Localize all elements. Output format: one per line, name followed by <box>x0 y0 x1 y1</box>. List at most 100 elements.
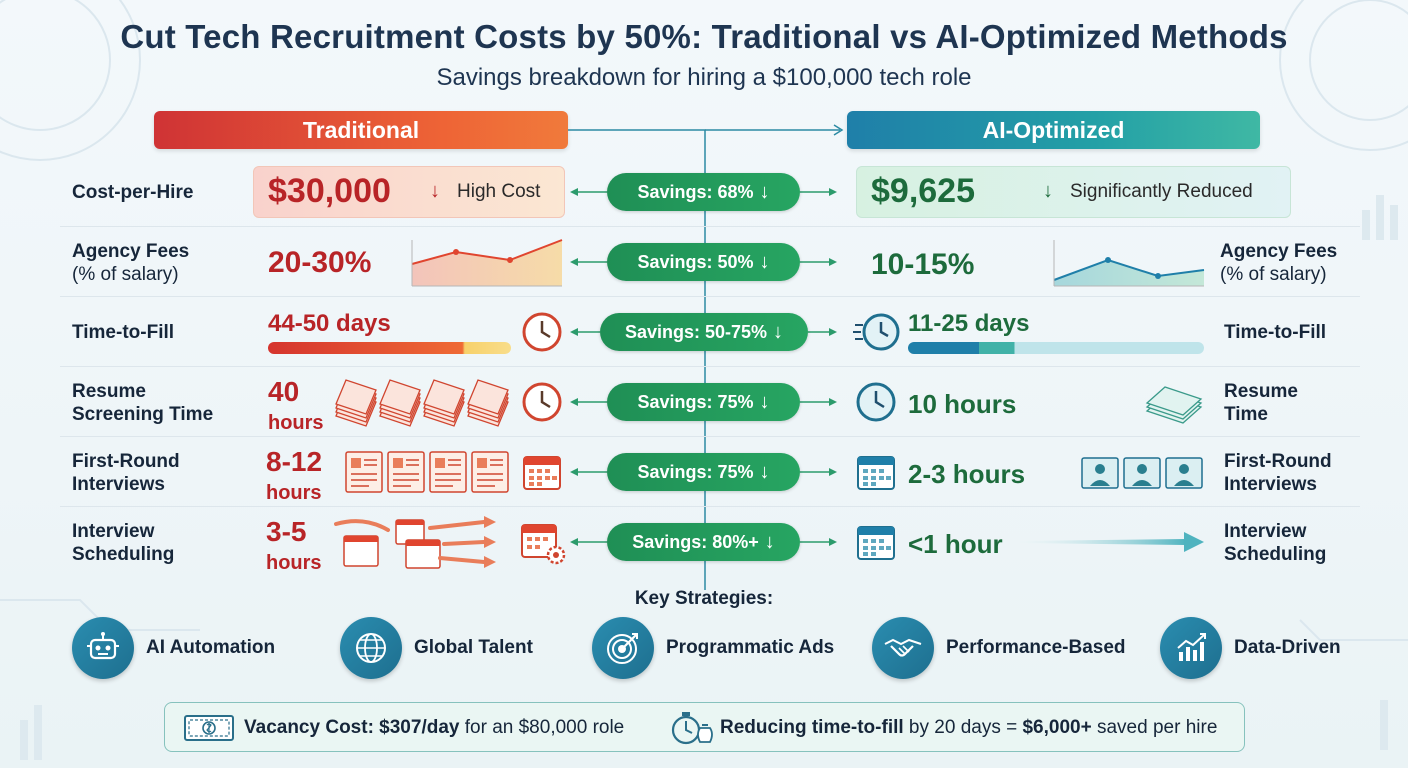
scheduling-hours-unit: hours <box>266 552 322 574</box>
agency-fees-title: Agency Fees <box>72 241 190 262</box>
traditional-scheduling-value: 3-5 hours <box>266 518 322 575</box>
savings-text: Savings: 68% <box>637 181 754 202</box>
first-round-label: First-Round Interviews <box>72 450 180 496</box>
calendar-icon <box>857 526 895 560</box>
interview-hours-number: 8-12 <box>266 446 323 477</box>
ai-optimized-header: AI-Optimized <box>847 111 1260 149</box>
paper-stacks-icon <box>335 379 509 427</box>
footer-bold-1: Reducing time-to-fill <box>720 717 904 738</box>
footer-banner: Vacancy Cost: $307/day for an $80,000 ro… <box>164 702 1245 752</box>
traditional-resume-value: 40 hours <box>268 378 324 435</box>
page-subtitle: Savings breakdown for hiring a $100,000 … <box>436 64 972 91</box>
ai-time-to-fill-label: Time-to-Fill <box>1224 322 1327 343</box>
scheduling-line-2: Scheduling <box>72 544 175 565</box>
ai-fees-value: 10-15% <box>871 248 975 281</box>
strategy-ai-automation: AI Automation <box>72 617 275 679</box>
chart-icon <box>1160 617 1222 679</box>
traditional-fees-value: 20-30% <box>268 246 372 279</box>
ai-resume-value: 10 hours <box>908 389 1017 419</box>
ai-agency-fees-title: Agency Fees <box>1220 241 1338 262</box>
strategy-programmatic-ads: Programmatic Ads <box>592 617 834 679</box>
down-arrow-icon: ↓ <box>764 530 775 553</box>
money-bill-icon <box>184 715 234 741</box>
traditional-cost-value: $30,000 <box>268 172 391 210</box>
clock-icon <box>856 382 896 422</box>
resume-documents-icon <box>345 451 509 493</box>
savings-text: Savings: 50-75% <box>624 321 768 342</box>
scheduling-line-1: Interview <box>72 521 155 542</box>
strategy-global-talent: Global Talent <box>340 617 533 679</box>
down-arrow-icon: ↓ <box>759 390 770 413</box>
footer-bold-2: $6,000+ <box>1022 717 1092 738</box>
row-separator <box>60 506 1360 507</box>
strategy-label: Data-Driven <box>1234 637 1341 658</box>
agency-fees-label: Agency Fees (% of salary) <box>72 240 189 286</box>
ai-interview-value: 2-3 hours <box>908 459 1026 489</box>
savings-badge-interview: Savings: 75% ↓ <box>607 453 800 491</box>
resume-hours-unit: hours <box>268 412 324 434</box>
strategy-performance-based: Performance-Based <box>872 617 1126 679</box>
traditional-header: Traditional <box>154 111 568 149</box>
down-arrow-icon: ↓ <box>1043 180 1053 202</box>
ai-cost-value: $9,625 <box>871 172 975 210</box>
clock-icon <box>522 312 562 352</box>
vacancy-cost-rest: for an $80,000 role <box>459 717 625 738</box>
ai-scheduling-value: <1 hour <box>908 529 1003 559</box>
footer-rest: saved per hire <box>1091 717 1218 738</box>
ai-fees-trend-graphic <box>1053 240 1205 287</box>
savings-badge-fill: Savings: 50-75% ↓ <box>600 313 808 351</box>
vacancy-cost-bold: Vacancy Cost: $307/day <box>244 717 460 738</box>
row-separator <box>60 436 1360 437</box>
stopwatch-money-icon <box>671 712 713 745</box>
page-title: Cut Tech Recruitment Costs by 50%: Tradi… <box>120 18 1288 55</box>
row-separator <box>60 366 1360 367</box>
first-round-line-2: Interviews <box>72 474 165 495</box>
ai-scheduling-line-2: Scheduling <box>1224 544 1327 565</box>
cost-per-hire-label: Cost-per-Hire <box>72 182 194 203</box>
down-arrow-icon: ↓ <box>759 180 770 203</box>
ai-resume-label: Resume Time <box>1224 380 1298 426</box>
traditional-cost-note: High Cost <box>457 181 541 202</box>
time-to-fill-savings-text: Reducing time-to-fill by 20 days = $6,00… <box>720 717 1217 739</box>
key-strategies-title: Key Strategies: <box>634 588 774 609</box>
vacancy-cost-text: Vacancy Cost: $307/day for an $80,000 ro… <box>244 717 624 739</box>
down-arrow-icon: ↓ <box>759 460 770 483</box>
resume-label-line-2: Screening Time <box>72 404 214 425</box>
savings-badge-cost: Savings: 68% ↓ <box>607 173 800 211</box>
ai-cost-note: Significantly Reduced <box>1070 181 1253 202</box>
fast-clock-icon <box>853 313 900 351</box>
globe-icon <box>340 617 402 679</box>
interview-hours-unit: hours <box>266 482 322 504</box>
video-interview-icon <box>1081 457 1203 489</box>
robot-icon <box>72 617 134 679</box>
down-arrow-icon: ↓ <box>759 250 770 273</box>
ai-first-round-line-2: Interviews <box>1224 474 1317 495</box>
savings-text: Savings: 50% <box>637 251 754 272</box>
ai-scheduling-line-1: Interview <box>1224 521 1307 542</box>
agency-fees-sub: (% of salary) <box>72 264 179 285</box>
ai-first-round-line-1: First-Round <box>1224 451 1332 472</box>
strategy-label: Programmatic Ads <box>666 637 835 658</box>
ai-agency-fees-label: Agency Fees (% of salary) <box>1220 240 1337 286</box>
strategy-label: Global Talent <box>414 637 533 658</box>
savings-badge-fees: Savings: 50% ↓ <box>607 243 800 281</box>
savings-text: Savings: 75% <box>637 461 754 482</box>
resume-hours-number: 40 <box>268 376 300 407</box>
down-arrow-icon: ↓ <box>430 180 440 202</box>
first-round-line-1: First-Round <box>72 451 180 472</box>
calendar-gear-icon <box>521 524 566 565</box>
down-arrow-icon: ↓ <box>773 320 784 343</box>
scattered-calendars-icon <box>334 516 496 569</box>
ai-resume-label-line-1: Resume <box>1224 381 1298 402</box>
ai-resume-label-line-2: Time <box>1224 404 1269 425</box>
target-icon <box>592 617 654 679</box>
ai-fill-bar <box>908 342 1204 354</box>
savings-text: Savings: 80%+ <box>632 531 759 552</box>
traditional-fees-trend-graphic <box>411 239 563 287</box>
ai-fill-value: 11-25 days <box>908 310 1030 337</box>
time-to-fill-label: Time-to-Fill <box>72 322 175 343</box>
ai-cost-box <box>856 166 1291 218</box>
ai-scheduling-label: Interview Scheduling <box>1224 520 1326 566</box>
resume-screening-label: Resume Screening Time <box>72 380 213 426</box>
streamlined-arrow-icon <box>1018 532 1204 552</box>
